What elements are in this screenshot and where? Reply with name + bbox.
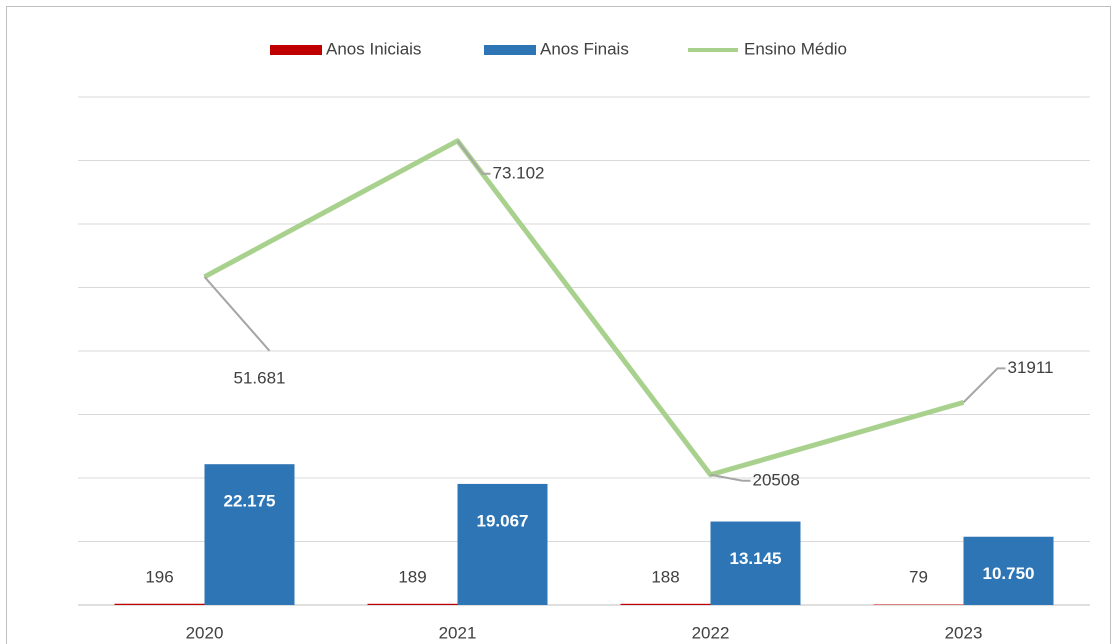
bar xyxy=(114,603,205,605)
data-label: 188 xyxy=(651,567,679,586)
bar xyxy=(204,464,295,605)
x-tick-label: 2020 xyxy=(186,623,224,642)
leader-line xyxy=(962,367,1006,404)
line xyxy=(203,138,965,478)
data-label: 22.175 xyxy=(224,492,276,511)
data-label: 31911 xyxy=(1008,358,1054,377)
legend-swatch xyxy=(484,45,536,55)
x-tick-label: 2021 xyxy=(439,623,477,642)
bar xyxy=(963,536,1054,605)
data-label: 51.681 xyxy=(234,368,286,387)
legend-label: Anos Iniciais xyxy=(326,39,421,58)
data-label: 73.102 xyxy=(493,163,545,182)
data-label: 13.145 xyxy=(730,549,782,568)
data-label: 79 xyxy=(909,567,928,586)
data-label: 10.750 xyxy=(983,564,1035,583)
bar xyxy=(367,603,458,605)
bar xyxy=(620,603,711,605)
leader-line xyxy=(456,140,491,175)
bar xyxy=(710,521,801,605)
legend-label: Ensino Médio xyxy=(744,39,847,58)
x-tick-label: 2023 xyxy=(945,623,983,642)
legend-label: Anos Finais xyxy=(540,39,629,58)
leader-line xyxy=(710,473,751,482)
data-label: 20508 xyxy=(753,470,800,489)
data-label: 196 xyxy=(145,567,173,586)
legend-swatch xyxy=(270,45,322,55)
chart-frame xyxy=(6,6,1111,644)
x-tick-label: 2022 xyxy=(692,623,730,642)
bar xyxy=(457,483,548,605)
bar xyxy=(873,604,964,605)
data-label: 19.067 xyxy=(477,511,529,530)
data-label: 189 xyxy=(398,567,426,586)
leader-line xyxy=(203,276,271,352)
